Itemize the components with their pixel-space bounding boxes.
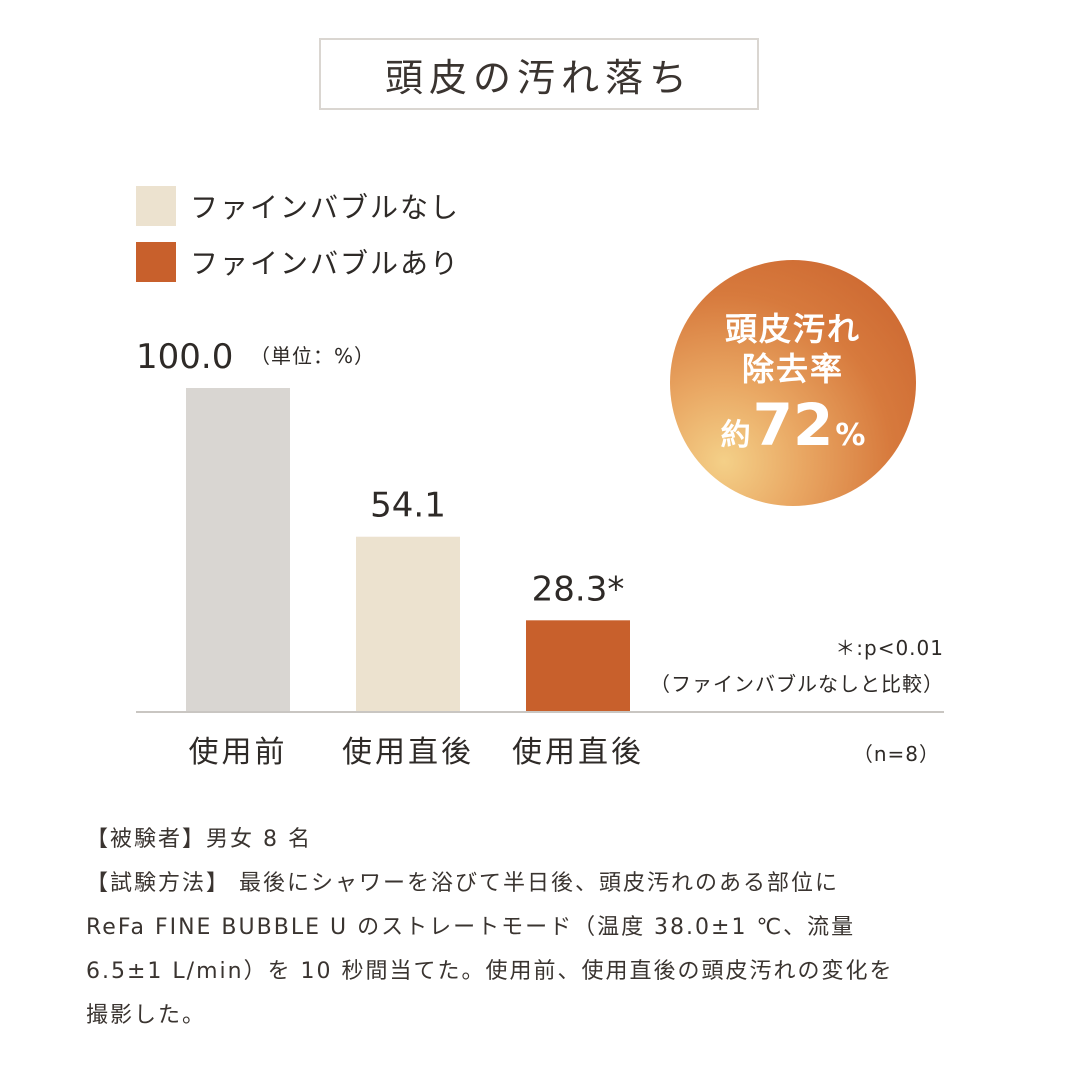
footer-line-method-4: 撮影した。 [86,1003,207,1028]
sample-size-note: （n=8） [852,742,940,766]
category-label-0: 使用前 [189,735,288,770]
legend-item-with-bubble: ファインバブルあり [136,242,460,282]
badge-value: 72 [752,391,834,459]
bar-value-label-1: 54.1 [370,486,446,526]
bar-2 [526,620,630,712]
category-label-2: 使用直後 [512,735,644,770]
footer-line-method-2: ReFa FINE BUBBLE U のストレートモード（温度 38.0±1 ℃… [86,915,856,940]
legend-label-with-bubble: ファインバブルあり [190,247,461,280]
badge-line-1: 頭皮汚れ [724,310,861,348]
bar-0 [186,388,290,712]
legend-swatch-with-bubble [136,242,176,282]
bar-1 [356,536,460,712]
test-description: 【被験者】男女 8 名 【試験方法】 最後にシャワーを浴びて半日後、頭皮汚れのあ… [86,818,1016,1038]
significance-note: ＊:p<0.01 [835,636,944,660]
footer-line-method-1: 【試験方法】 最後にシャワーを浴びて半日後、頭皮汚れのある部位に [86,871,839,896]
comparison-note: （ファインバブルなしと比較） [650,672,944,696]
badge-suffix: % [835,418,866,453]
legend-item-without-bubble: ファインバブルなし [136,186,460,226]
category-label-1: 使用直後 [342,735,474,770]
unit-note: （単位：%） [250,344,376,368]
removal-rate-badge: 頭皮汚れ 除去率 約 72 % [670,260,916,506]
bar-value-label-2: 28.3* [532,569,625,609]
footer-line-subjects: 【被験者】男女 8 名 [86,827,312,852]
badge-line-2: 除去率 [741,350,844,388]
bar-value-label-0: 100.0 [136,337,233,377]
badge-value-row: 約 72 % [721,393,866,457]
legend-label-without-bubble: ファインバブルなし [190,191,461,224]
legend-swatch-without-bubble [136,186,176,226]
chart-title: 頭皮の汚れ落ち [319,38,759,110]
legend: ファインバブルなし ファインバブルあり [136,186,460,298]
badge-prefix: 約 [720,418,751,453]
footer-line-method-3: 6.5±1 L/min）を 10 秒間当てた。使用前、使用直後の頭皮汚れの変化を [86,959,894,984]
